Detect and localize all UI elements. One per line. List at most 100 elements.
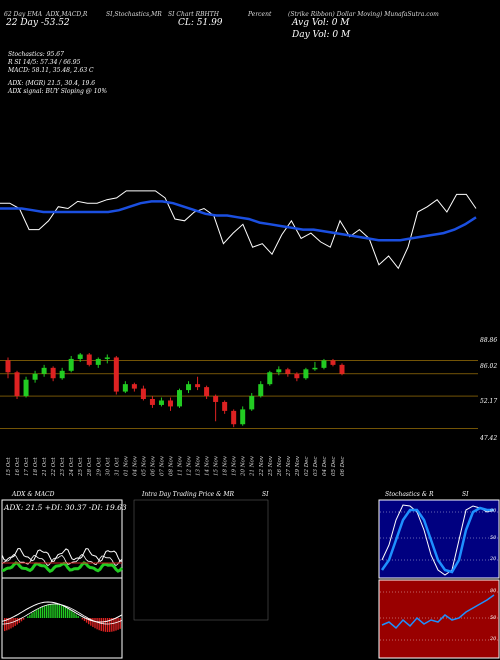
macd-text: MACD: 58.11, 35.48, 2.63 C — [8, 67, 94, 74]
macd-bar — [62, 606, 65, 618]
candle-body — [312, 367, 318, 370]
date-tick-label: 08 Nov — [168, 455, 174, 476]
date-tick-label: 22 Oct — [51, 457, 57, 477]
candle-body — [122, 384, 128, 392]
date-axis: 15 Oct 16 Oct 17 Oct 18 Oct 21 Oct 22 Oct 23 O… — [6, 455, 346, 477]
header-item: SI,Stochastics,MR — [106, 11, 162, 18]
plus-di-line — [1, 553, 123, 567]
price-line — [0, 190, 477, 270]
rsi-text: R SI 14/5: 57.34 / 66.95 — [8, 59, 81, 66]
macd-bar — [35, 610, 37, 618]
close-label: CL: 51.99 — [178, 18, 223, 28]
macd-bar — [119, 618, 121, 629]
candle-body — [195, 384, 201, 388]
intraday-panel-si: SI — [262, 491, 269, 498]
candle-body — [258, 384, 264, 397]
date-tick-label: 04 Dec — [322, 457, 328, 477]
macd-bar — [50, 604, 52, 618]
candle-body — [23, 379, 29, 397]
candle-body — [95, 358, 101, 365]
macd-bar — [117, 618, 119, 630]
adx-lines — [1, 548, 124, 573]
macd-bar — [10, 618, 12, 629]
stochastics-text: Stochastics: 95.67 — [8, 51, 64, 58]
candlestick-chart — [5, 353, 345, 428]
date-tick-label: 23 Oct — [60, 457, 66, 477]
stochastics-panel-title: Stochastics & R — [385, 491, 434, 498]
macd-bar — [73, 612, 75, 618]
macd-histogram — [1, 601, 123, 632]
price-tick: 86.02 — [480, 363, 498, 370]
candle-body — [186, 384, 192, 391]
macd-bar — [6, 618, 8, 631]
candle-body — [50, 367, 56, 379]
rsi-tick: 20 — [490, 636, 497, 642]
date-tick-label: 20 Nov — [241, 455, 247, 477]
macd-bar — [83, 618, 86, 622]
macd-bar — [81, 618, 84, 620]
candle-body — [330, 360, 336, 365]
date-tick-label: 30 Oct — [105, 457, 111, 476]
macd-bar — [69, 609, 71, 618]
macd-bar — [4, 618, 6, 632]
header-item: ADX,MACD,R — [46, 11, 88, 18]
date-tick-label: 14 Nov — [205, 455, 211, 476]
date-tick-label: 29 Nov — [295, 455, 301, 477]
header-line: 62 Day EMA ADX,MACD,R — [4, 11, 87, 18]
avg-vol: Avg Vol: 0 M — [292, 18, 350, 28]
date-tick-label: 18 Oct — [33, 457, 39, 476]
header-item: (Strike Ribbon) Dollar Moving) MunafaSut… — [288, 11, 439, 18]
macd-bar — [115, 618, 117, 631]
date-tick-label: 17 Oct — [24, 457, 30, 476]
macd-bar — [75, 614, 77, 618]
candle-body — [86, 354, 92, 365]
macd-bar — [58, 604, 60, 618]
stochastics-lines — [380, 504, 498, 576]
macd-bar — [41, 606, 44, 618]
macd-bar — [106, 618, 109, 632]
candle-body — [231, 410, 237, 425]
adx-text: ADX: (MGR) 21.5, 30.4, 19.6 — [8, 80, 96, 87]
price-ema-chart — [0, 190, 477, 270]
candle-body — [249, 396, 255, 410]
date-tick-label: 15 Nov — [214, 455, 220, 476]
date-tick-label: 22 Nov — [259, 455, 265, 477]
rsi-lines — [380, 591, 498, 641]
macd-bar — [98, 618, 100, 631]
intraday-panel-title: Intra Day Trading Price & MR — [142, 491, 235, 498]
macd-bar — [12, 618, 14, 628]
date-tick-label: 28 Oct — [87, 457, 93, 477]
price-tick: 88.86 — [480, 337, 498, 344]
intraday-panel — [133, 499, 269, 621]
macd-bar — [16, 618, 18, 625]
macd-bar — [104, 618, 107, 632]
header-item: 62 Day EMA — [4, 11, 43, 18]
date-tick-label: 24 Oct — [69, 457, 75, 477]
candle-body — [321, 360, 327, 368]
macd-bar — [52, 604, 54, 618]
macd-bar — [18, 618, 21, 623]
adx-signal-text: ADX signal: BUY Sloping @ 10% — [8, 88, 108, 95]
macd-bar — [37, 608, 39, 618]
date-tick-label: 03 Dec — [313, 457, 319, 477]
candle-body — [5, 360, 11, 373]
date-tick-label: 26 Nov — [277, 455, 283, 477]
candle-body — [41, 367, 47, 374]
candle-body — [104, 357, 110, 359]
candle-body — [222, 401, 228, 411]
macd-bar — [27, 616, 29, 618]
rsi-line — [381, 594, 495, 630]
date-tick-label: 18 Nov — [223, 455, 229, 476]
date-tick-label: 04 Nov — [132, 455, 138, 476]
candle-body — [77, 354, 83, 359]
date-tick-label: 29 Oct — [96, 457, 102, 477]
date-tick-label: 15 Oct — [6, 457, 12, 476]
stochastics-panel-si: SI — [462, 491, 469, 498]
date-tick-label: 25 Oct — [78, 457, 84, 477]
date-tick-label: 02 Dec — [304, 457, 310, 477]
minus-di-line — [1, 561, 124, 573]
macd-bar — [64, 607, 67, 618]
macd-bar — [46, 604, 48, 618]
macd-bar — [20, 618, 23, 622]
macd-bar — [48, 604, 50, 618]
